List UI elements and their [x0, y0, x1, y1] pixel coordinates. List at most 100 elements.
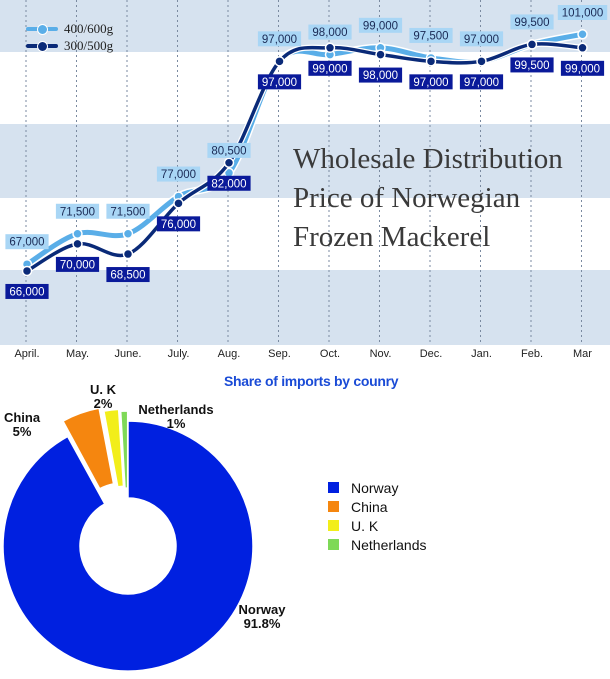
data-label: 97,000 — [464, 77, 499, 89]
data-label: 97,000 — [464, 34, 499, 46]
donut-slice-netherlands — [119, 410, 129, 489]
pie-legend-item: China — [328, 497, 427, 516]
x-tick-label: April. — [14, 348, 39, 360]
series-point — [375, 49, 386, 60]
series-point — [476, 56, 487, 67]
data-label: 97,000 — [413, 77, 448, 89]
x-tick-label: Aug. — [218, 348, 241, 360]
line-chart: 67,000 71,500 71,500 77,000 80,500 97,000 98,0… — [0, 0, 610, 360]
data-label-box — [557, 5, 608, 20]
pie-legend: Norway China U. K Netherlands — [328, 478, 427, 554]
data-label: 70,000 — [60, 259, 95, 271]
donut-slice-u-k — [103, 408, 125, 488]
legend-item-series-2: 300/500g — [26, 37, 113, 54]
background-band — [0, 0, 610, 52]
data-label-box — [156, 216, 201, 232]
x-tick-label: Mar — [573, 348, 592, 360]
data-label: 68,500 — [110, 270, 145, 282]
x-tick-label: May. — [66, 348, 89, 360]
data-label-box — [409, 27, 453, 43]
donut-slice-norway — [2, 420, 254, 672]
data-label-box — [358, 67, 403, 83]
series-point — [223, 157, 235, 169]
data-label-box — [106, 267, 150, 283]
data-label: 82,000 — [211, 178, 246, 190]
series-point — [122, 248, 134, 260]
data-label-box — [257, 31, 302, 47]
data-label-box — [409, 74, 453, 90]
data-label: 98,000 — [363, 70, 398, 82]
data-label-box — [459, 31, 504, 47]
series-point — [274, 56, 285, 67]
data-label-box — [459, 74, 504, 90]
data-label: 99,500 — [514, 60, 549, 72]
data-label-box — [510, 57, 554, 73]
pie-legend-item: Norway — [328, 478, 427, 497]
series-point — [122, 228, 134, 240]
legend-label: Norway — [351, 479, 399, 496]
slice-name-label: Norway — [239, 602, 287, 617]
data-label-box — [156, 166, 201, 182]
data-labels: 67,000 71,500 71,500 77,000 80,500 97,000 98,0… — [5, 5, 608, 299]
data-label-box — [5, 234, 49, 250]
series-point — [425, 56, 437, 67]
pie-legend-item: Netherlands — [328, 535, 427, 554]
x-tick-label: Oct. — [320, 348, 340, 360]
data-label: 97,000 — [262, 34, 297, 46]
data-label: 99,000 — [312, 63, 347, 75]
data-label: 77,000 — [161, 169, 196, 181]
data-label: 99,000 — [565, 63, 600, 75]
legend-label: China — [351, 498, 388, 515]
background-bands — [0, 0, 610, 345]
data-label-box — [560, 60, 605, 76]
legend-label: 400/600g — [64, 20, 114, 36]
data-label-box — [207, 175, 251, 191]
data-label-box — [257, 74, 302, 90]
chart-title-line: Price of Norwegian — [293, 182, 521, 214]
data-label-box — [5, 283, 49, 299]
legend-item-series-1: 400/600g — [26, 20, 113, 37]
legend-label: 300/500g — [64, 37, 114, 53]
slice-value-label: 5% — [13, 424, 32, 439]
data-label: 99,000 — [363, 20, 398, 32]
legend-box-uk-icon — [328, 520, 339, 531]
legend-label: U. K — [351, 517, 379, 534]
data-label: 97,000 — [262, 77, 297, 89]
data-label: 98,000 — [312, 27, 347, 39]
data-label: 97,500 — [413, 30, 448, 42]
legend-box-netherlands-icon — [328, 539, 339, 550]
slice-value-label: 91.8% — [244, 616, 281, 631]
slice-name-label: China — [4, 410, 41, 425]
x-tick-labels: April. May. June. July. Aug. Sep. Oct. Nov. Dec.… — [0, 345, 610, 360]
slice-value-label: 2% — [94, 396, 113, 411]
legend-box-norway-icon — [328, 482, 339, 493]
data-label: 76,000 — [161, 219, 196, 231]
series-point — [21, 265, 33, 277]
data-label: 67,000 — [9, 237, 44, 249]
data-label: 66,000 — [9, 286, 44, 298]
series-point — [72, 238, 83, 250]
donut-title: Share of imports by counry — [224, 373, 399, 389]
x-tick-label: June. — [115, 348, 142, 360]
slice-name-label: Netherlands — [138, 402, 213, 417]
background-band — [0, 124, 610, 198]
data-label-box — [55, 203, 100, 219]
series-lines — [21, 29, 588, 277]
data-label: 71,500 — [60, 206, 95, 218]
legend-swatch-dark-icon — [26, 40, 58, 52]
pie-legend-item: U. K — [328, 516, 427, 535]
legend-swatch-light-icon — [26, 23, 58, 35]
data-label-box — [207, 142, 251, 158]
data-label-box — [106, 203, 150, 219]
series-point — [173, 198, 184, 209]
series-point — [324, 42, 336, 54]
data-label: 71,500 — [110, 206, 145, 218]
legend-label: Netherlands — [351, 536, 427, 553]
slice-name-label: U. K — [90, 382, 117, 397]
data-label-box — [55, 256, 100, 272]
series-point — [526, 39, 538, 50]
chart-title: Wholesale Distribution Price of Norwegia… — [293, 140, 605, 257]
donut-slices — [2, 407, 254, 672]
x-tick-label: Jan. — [471, 348, 492, 360]
